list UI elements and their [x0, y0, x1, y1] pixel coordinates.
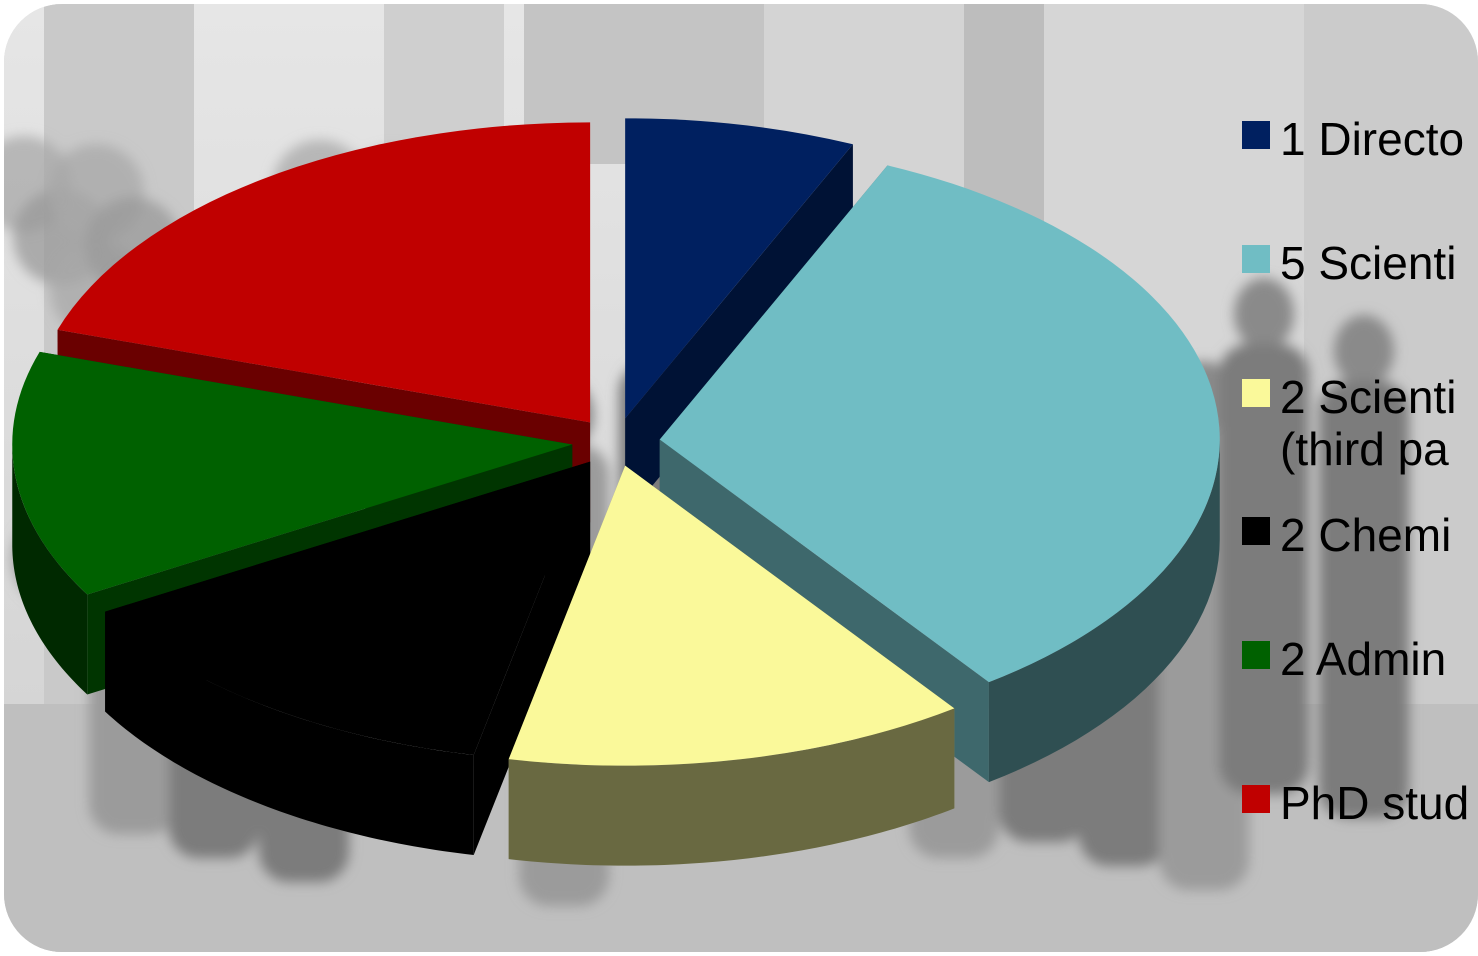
legend-item-2: 2 Scienti (third pa	[1242, 371, 1457, 475]
pie-slice-2-top	[508, 465, 955, 766]
pie-slices	[12, 118, 1220, 866]
legend-swatch-2	[1242, 379, 1270, 407]
legend-label-1: 5 Scienti	[1280, 237, 1457, 289]
chart-frame: 1 Directo 5 Scienti 2 Scienti (third pa 2 C…	[4, 4, 1478, 952]
legend-swatch-1	[1242, 245, 1270, 273]
pie-slice-5-top	[57, 122, 591, 423]
legend-swatch-5	[1242, 785, 1270, 813]
pie-slice-4-top	[12, 351, 573, 595]
legend-label-3: 2 Chemi	[1280, 509, 1452, 561]
pie-slice-4-side-0	[12, 442, 88, 695]
legend-swatch-4	[1242, 641, 1270, 669]
pie-slice-0-top	[625, 118, 853, 419]
legend-item-1: 5 Scienti	[1242, 237, 1457, 290]
pie-slice-2	[508, 465, 955, 866]
legend-label-4: 2 Admin	[1280, 633, 1447, 685]
pie-slice-3	[105, 461, 591, 856]
pie-slice-1-side-0	[988, 439, 1220, 783]
pie-slice-3-top	[105, 461, 591, 756]
legend-swatch-0	[1242, 121, 1270, 149]
pie-slice-1-top	[659, 165, 1220, 683]
legend-item-3: 2 Chemi	[1242, 509, 1452, 562]
pie-slice-2-side-0	[508, 708, 955, 866]
legend: 1 Directo 5 Scienti 2 Scienti (third pa 2 C…	[1242, 113, 1478, 874]
legend-swatch-3	[1242, 517, 1270, 545]
legend-item-4: 2 Admin	[1242, 633, 1447, 686]
pie-slice-3-side-0	[105, 611, 474, 856]
legend-item-0: 1 Directo	[1242, 113, 1465, 166]
legend-label-0: 1 Directo	[1280, 113, 1465, 165]
pie-chart	[4, 4, 1478, 952]
legend-item-5: PhD stud	[1242, 777, 1470, 830]
legend-label-5: PhD stud	[1280, 777, 1470, 829]
legend-label-2: 2 Scienti (third pa	[1280, 371, 1457, 475]
